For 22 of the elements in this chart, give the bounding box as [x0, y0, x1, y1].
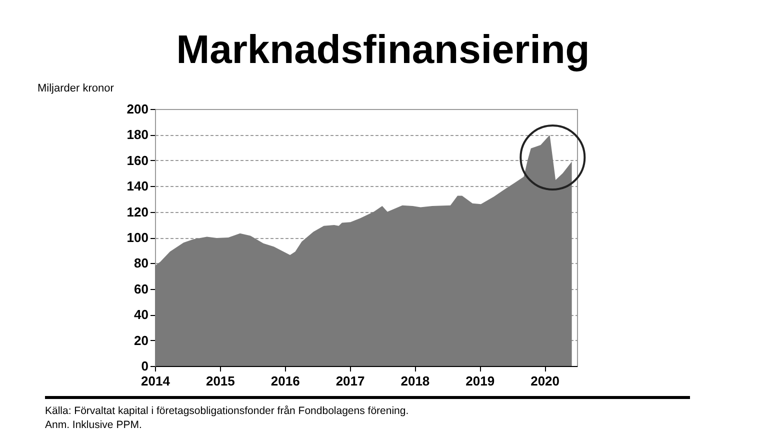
y-tick-label: 180	[126, 127, 148, 142]
x-tick-label: 2015	[206, 374, 235, 388]
chart-title: Marknadsfinansiering	[175, 28, 591, 73]
x-tick-label: 2014	[141, 374, 171, 388]
text: Anm. Inklusive PPM.	[45, 419, 142, 431]
y-axis-title: Miljarder kronor	[38, 82, 114, 94]
y-tick-label: 200	[126, 102, 148, 116]
y-tick-label: 0	[141, 358, 148, 374]
x-tick-label: 2019	[466, 374, 495, 388]
x-tick-label: 2017	[336, 374, 365, 388]
y-tick-label: 60	[134, 281, 148, 296]
y-tick-label: 20	[134, 332, 148, 348]
y-tick-label: 160	[126, 152, 148, 168]
text: Källa: Förvaltat kapital i företagsobligationsfonder från Fondbolagens förening.	[45, 405, 409, 417]
x-tick-label: 2018	[400, 374, 430, 388]
y-tick-label: 100	[126, 230, 148, 245]
y-tick-label: 120	[126, 204, 148, 220]
y-tick-label: 40	[134, 307, 148, 322]
y-tick-label: 140	[126, 178, 148, 194]
y-tick-label: 80	[134, 256, 148, 271]
x-tick-label: 2020	[530, 374, 560, 388]
x-tick-label: 2016	[270, 374, 300, 388]
